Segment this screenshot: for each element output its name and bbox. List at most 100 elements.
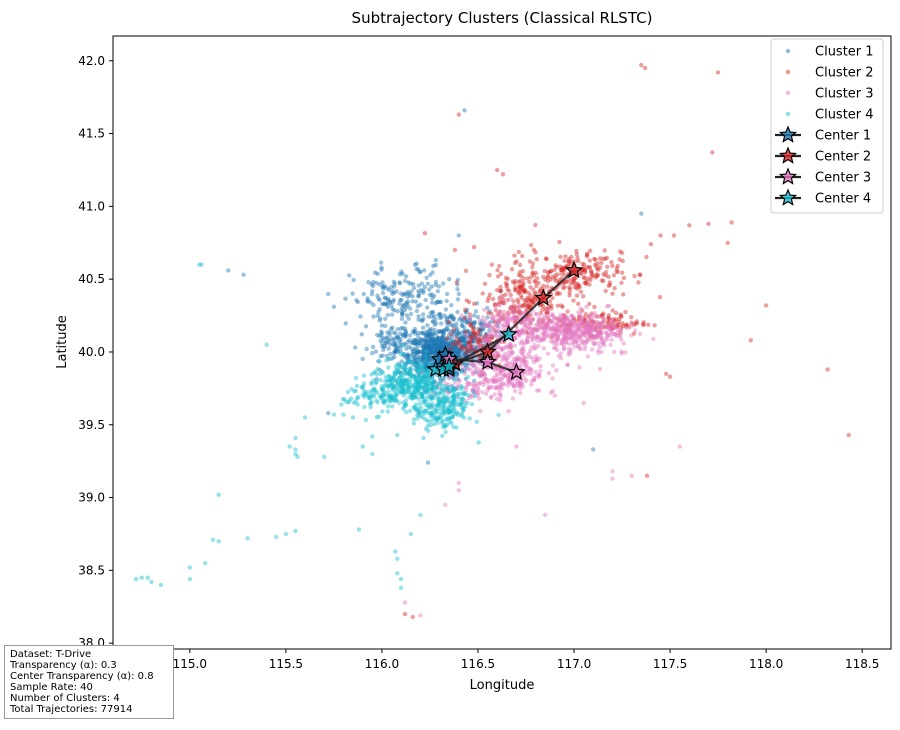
data-point xyxy=(513,336,518,341)
data-point xyxy=(426,351,431,357)
data-point xyxy=(539,337,544,343)
data-point xyxy=(451,341,457,347)
data-point xyxy=(447,344,452,349)
data-point xyxy=(437,346,442,351)
data-point xyxy=(555,290,560,296)
data-point xyxy=(471,336,476,341)
data-point xyxy=(520,253,525,259)
data-point xyxy=(516,284,522,289)
data-point xyxy=(433,342,438,347)
data-point xyxy=(434,342,439,347)
data-point xyxy=(568,261,573,267)
data-point xyxy=(561,343,566,348)
data-point xyxy=(385,304,391,309)
data-point xyxy=(545,274,551,279)
data-point xyxy=(534,312,539,317)
data-point xyxy=(515,329,521,335)
data-point xyxy=(467,416,472,421)
data-point xyxy=(555,333,560,339)
data-point xyxy=(431,263,436,269)
data-point xyxy=(486,295,491,301)
data-point xyxy=(511,384,516,389)
info-num-clusters: Number of Clusters: 4 xyxy=(10,693,120,704)
data-point xyxy=(448,347,453,352)
data-point xyxy=(396,366,401,371)
data-point xyxy=(451,328,456,334)
data-point xyxy=(534,311,539,317)
data-point xyxy=(658,233,663,238)
data-point xyxy=(408,357,413,362)
data-point xyxy=(427,346,432,352)
data-point xyxy=(439,346,445,351)
data-point xyxy=(583,334,588,339)
data-point xyxy=(567,319,573,324)
data-point xyxy=(566,329,572,335)
data-point xyxy=(555,316,560,321)
data-point xyxy=(445,323,450,328)
data-point xyxy=(382,283,387,289)
data-point xyxy=(604,255,609,261)
data-point xyxy=(361,291,366,297)
data-point xyxy=(415,387,421,392)
data-point xyxy=(470,331,475,336)
data-point xyxy=(382,295,388,301)
data-point xyxy=(466,335,471,341)
data-point xyxy=(426,350,431,355)
data-point xyxy=(546,270,552,275)
data-point xyxy=(489,334,495,339)
data-point xyxy=(436,284,442,289)
data-point xyxy=(380,284,385,289)
data-point xyxy=(513,279,518,284)
data-point xyxy=(465,350,470,355)
data-point xyxy=(583,324,589,329)
data-point xyxy=(518,278,523,283)
data-point xyxy=(436,335,441,340)
data-point xyxy=(405,303,411,308)
data-point xyxy=(406,356,412,361)
data-point xyxy=(413,351,418,356)
data-point xyxy=(453,324,459,329)
data-point xyxy=(606,315,611,320)
data-point xyxy=(577,285,582,290)
data-point xyxy=(454,328,459,333)
data-point xyxy=(420,354,425,359)
data-point xyxy=(471,332,477,337)
data-point xyxy=(527,279,532,285)
data-point xyxy=(458,355,463,360)
data-point xyxy=(440,340,445,346)
data-point xyxy=(413,299,419,304)
data-point xyxy=(425,356,430,361)
data-point xyxy=(606,274,611,279)
data-point xyxy=(518,285,523,290)
data-point xyxy=(585,354,590,359)
data-point xyxy=(441,328,446,334)
data-point xyxy=(439,344,444,350)
data-point xyxy=(615,269,620,275)
data-point xyxy=(542,316,547,321)
data-point xyxy=(404,300,409,305)
data-point xyxy=(468,348,474,354)
data-point xyxy=(525,330,530,335)
data-point xyxy=(429,350,435,356)
data-point xyxy=(467,334,472,339)
data-point xyxy=(511,299,516,304)
data-point xyxy=(468,337,473,342)
data-point xyxy=(593,326,598,331)
data-point xyxy=(591,320,596,325)
data-point xyxy=(580,324,586,329)
data-point xyxy=(467,318,473,323)
data-point xyxy=(583,329,589,335)
data-point xyxy=(407,408,413,414)
data-point xyxy=(521,310,526,315)
data-point xyxy=(560,337,565,342)
data-point xyxy=(594,327,600,332)
data-point xyxy=(518,358,523,363)
data-point xyxy=(543,306,548,311)
data-point xyxy=(434,347,440,353)
data-point xyxy=(353,375,359,381)
data-point xyxy=(420,325,426,330)
data-point xyxy=(459,336,464,342)
data-point xyxy=(514,316,519,321)
data-point xyxy=(457,347,462,353)
data-point xyxy=(548,277,553,282)
